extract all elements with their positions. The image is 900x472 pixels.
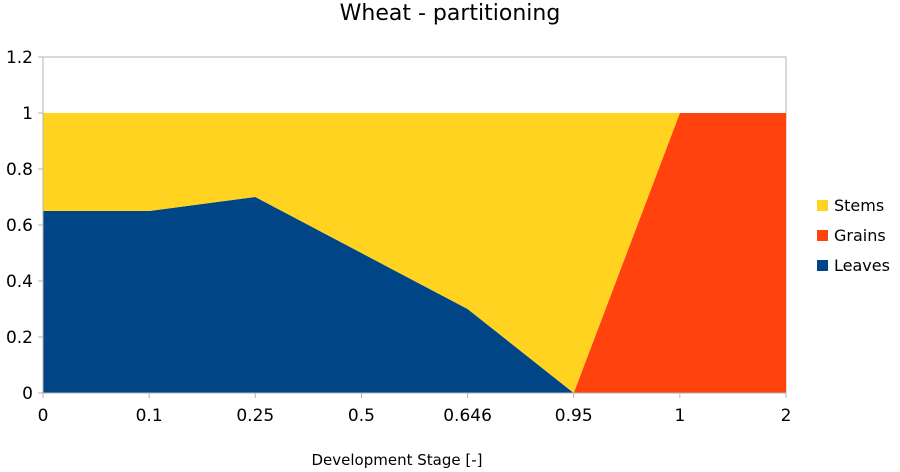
x-tick-label: 0 [38,406,49,426]
legend: Stems Grains Leaves [817,196,890,275]
legend-swatch-stems [817,200,828,211]
y-tick-label: 0 [22,384,33,404]
legend-swatch-grains [817,230,828,241]
y-tick-label: 0.8 [6,160,33,180]
legend-label-leaves: Leaves [834,256,890,275]
y-tick-label: 1.2 [6,48,33,68]
y-tick-label: 0.6 [6,216,33,236]
area-stems [43,113,786,393]
axes: 0 0.2 0.4 0.6 0.8 1 1.2 0 0.1 0.25 0.5 0.646 0.95 1 2 [6,48,791,426]
x-tick-label: 0.95 [555,406,593,426]
x-tick-label: 2 [781,406,792,426]
legend-label-stems: Stems [834,196,884,215]
plot-area [42,56,787,394]
x-axis-label: Development Stage [-] [312,451,483,468]
x-tick-label: 0.1 [136,406,163,426]
legend-label-grains: Grains [834,226,886,245]
legend-swatch-leaves [817,260,828,271]
y-tick-label: 1 [22,104,33,124]
y-tick-label: 0.4 [6,272,33,292]
x-tick-label: 0.5 [348,406,375,426]
chart-title: Wheat - partitioning [340,1,561,26]
x-tick-label: 1 [674,406,685,426]
x-tick-label: 0.646 [443,406,492,426]
y-tick-label: 0.2 [6,328,33,348]
x-tick-label: 0.25 [236,406,274,426]
area-leaves [43,197,786,393]
